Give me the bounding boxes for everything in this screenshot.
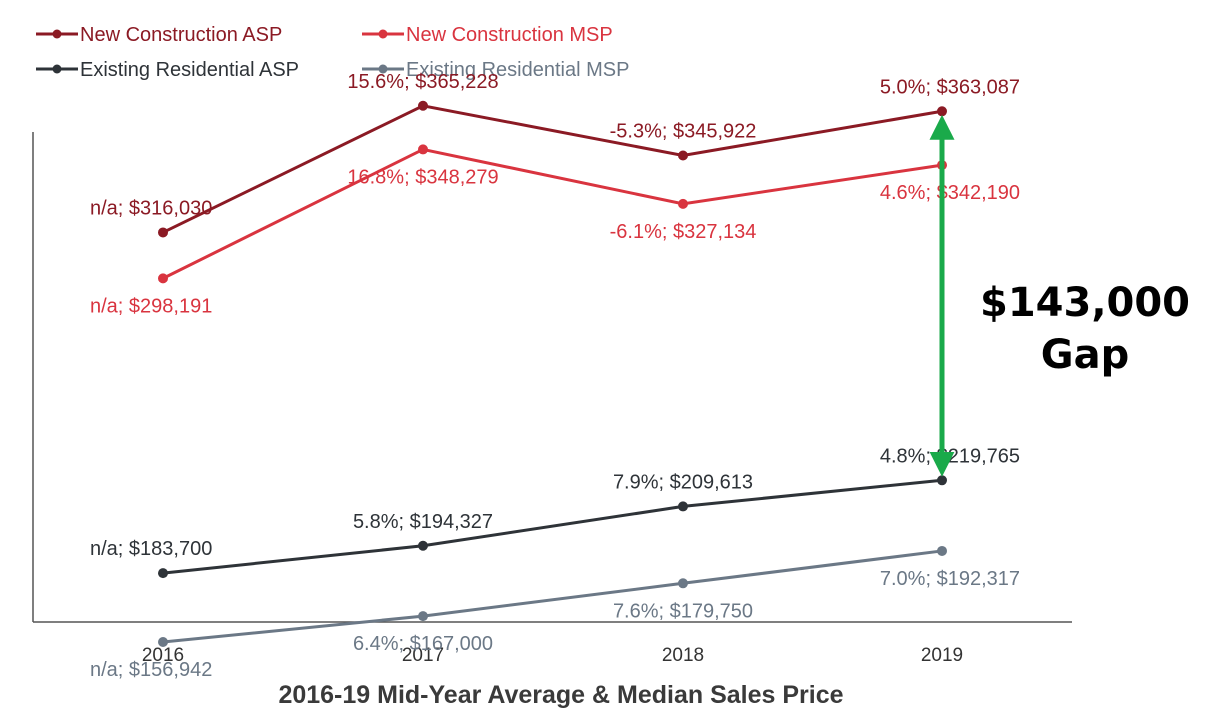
series-line bbox=[162, 147, 943, 280]
data-label: 7.0%; $192,317 bbox=[880, 568, 1020, 590]
data-label: 7.6%; $179,750 bbox=[613, 600, 753, 622]
gap-value-text: $143,000 bbox=[980, 280, 1190, 326]
legend-item: New Construction ASP bbox=[36, 24, 282, 46]
data-point bbox=[937, 106, 947, 117]
data-point bbox=[418, 540, 428, 551]
data-label: 4.8%; $219,765 bbox=[880, 445, 1020, 467]
data-label: 5.0%; $363,087 bbox=[880, 76, 1020, 98]
data-label: n/a; $316,030 bbox=[90, 197, 212, 219]
data-label: n/a; $156,942 bbox=[90, 659, 212, 681]
series-line bbox=[162, 549, 943, 644]
legend-item: Existing Residential ASP bbox=[36, 59, 299, 81]
chart-title: 2016-19 Mid-Year Average & Median Sales … bbox=[278, 681, 843, 709]
data-label: 6.4%; $167,000 bbox=[353, 633, 493, 655]
data-point bbox=[678, 578, 688, 589]
data-label: 7.9%; $209,613 bbox=[613, 471, 753, 493]
legend-swatch-marker bbox=[378, 64, 388, 74]
data-label: n/a; $298,191 bbox=[90, 295, 212, 317]
x-tick-label: 2016 bbox=[142, 645, 184, 666]
data-point bbox=[678, 150, 688, 161]
x-tick-label: 2019 bbox=[921, 645, 963, 666]
legend: New Construction ASP New Construction MS… bbox=[36, 24, 629, 81]
legend-label: Existing Residential MSP bbox=[406, 59, 629, 81]
x-tick-label: 2018 bbox=[662, 645, 704, 666]
data-point bbox=[158, 568, 168, 579]
x-tick-label: 2017 bbox=[402, 645, 444, 666]
data-label: 16.8%; $348,279 bbox=[347, 166, 498, 188]
data-label: -5.3%; $345,922 bbox=[610, 120, 757, 142]
data-point bbox=[418, 144, 428, 155]
data-label: -6.1%; $327,134 bbox=[610, 221, 757, 243]
data-label: n/a; $183,700 bbox=[90, 538, 212, 560]
data-label: 15.6%; $365,228 bbox=[347, 71, 498, 93]
data-point bbox=[937, 475, 947, 486]
legend-swatch-marker bbox=[378, 29, 388, 39]
series-line bbox=[162, 104, 943, 234]
data-label: 4.6%; $342,190 bbox=[880, 182, 1020, 204]
legend-swatch-marker bbox=[52, 29, 62, 39]
data-point bbox=[418, 100, 428, 111]
data-point bbox=[158, 637, 168, 648]
data-label: 5.8%; $194,327 bbox=[353, 511, 493, 533]
data-point bbox=[678, 501, 688, 512]
legend-label: Existing Residential ASP bbox=[80, 59, 299, 81]
data-point bbox=[158, 273, 168, 284]
legend-item: New Construction MSP bbox=[362, 24, 613, 46]
legend-item: Existing Residential MSP bbox=[362, 59, 629, 81]
series-group: n/a; $156,942 6.4%; $167,000 7.6%; $179,75… bbox=[90, 545, 1020, 681]
data-point bbox=[418, 611, 428, 622]
data-point bbox=[678, 198, 688, 209]
legend-label: New Construction MSP bbox=[406, 24, 613, 46]
gap-caption-text: Gap bbox=[1041, 332, 1129, 378]
x-tick-labels: 2016 2017 2018 2019 bbox=[142, 645, 963, 666]
legend-label: New Construction ASP bbox=[80, 24, 282, 46]
data-point bbox=[158, 227, 168, 238]
series-group: n/a; $316,030 15.6%; $365,228 -5.3%; $345,… bbox=[90, 71, 1020, 238]
gap-annotation: $143,000 Gap bbox=[929, 114, 1190, 477]
series-layer: n/a; $316,030 15.6%; $365,228 -5.3%; $345,… bbox=[90, 71, 1020, 681]
series-group: n/a; $298,191 16.8%; $348,279 -6.1%; $327,… bbox=[90, 144, 1020, 317]
series-group: n/a; $183,700 5.8%; $194,327 7.9%; $209,61… bbox=[90, 445, 1020, 579]
data-point bbox=[937, 545, 947, 556]
legend-swatch-marker bbox=[52, 64, 62, 74]
series-line bbox=[162, 478, 943, 575]
